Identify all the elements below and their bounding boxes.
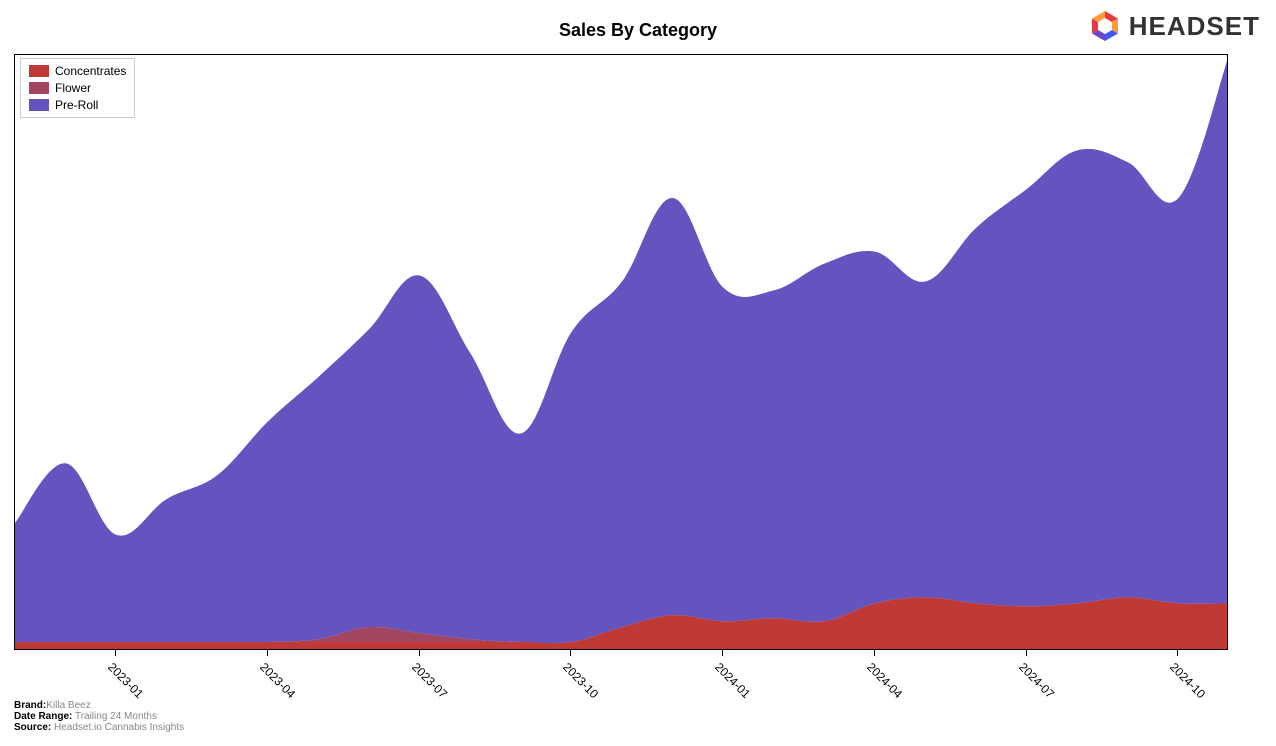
x-tick-label: 2023-04 xyxy=(257,660,298,701)
x-tick-mark xyxy=(1026,650,1027,656)
area-chart-svg xyxy=(15,55,1228,650)
meta-line: Source: Headset.io Cannabis Insights xyxy=(14,722,184,733)
legend-swatch xyxy=(29,65,49,77)
x-tick-mark xyxy=(1177,650,1178,656)
legend: ConcentratesFlowerPre-Roll xyxy=(20,58,135,118)
meta-line: Brand:Killa Beez xyxy=(14,700,184,711)
meta-line: Date Range: Trailing 24 Months xyxy=(14,711,184,722)
legend-item: Flower xyxy=(29,80,126,97)
x-tick-mark xyxy=(419,650,420,656)
x-tick-mark xyxy=(722,650,723,656)
x-tick-label: 2023-01 xyxy=(105,660,146,701)
area-series xyxy=(15,55,1228,643)
x-tick-mark xyxy=(115,650,116,656)
meta-label: Date Range: xyxy=(14,711,72,722)
chart-container: Sales By Category HEADSET ConcentratesFl… xyxy=(0,0,1276,746)
x-tick-label: 2023-07 xyxy=(409,660,450,701)
legend-label: Pre-Roll xyxy=(55,97,98,114)
legend-swatch xyxy=(29,82,49,94)
chart-title: Sales By Category xyxy=(0,20,1276,41)
brand-logo-text: HEADSET xyxy=(1129,11,1260,42)
meta-value: Killa Beez xyxy=(46,700,90,711)
metadata: Brand:Killa BeezDate Range: Trailing 24 … xyxy=(14,700,184,733)
x-tick-mark xyxy=(267,650,268,656)
meta-value: Trailing 24 Months xyxy=(72,711,157,722)
x-tick-mark xyxy=(570,650,571,656)
legend-label: Flower xyxy=(55,80,91,97)
x-tick-mark xyxy=(874,650,875,656)
x-tick-label: 2023-10 xyxy=(561,660,602,701)
headset-logo-icon xyxy=(1087,8,1123,44)
meta-value: Headset.io Cannabis Insights xyxy=(51,722,184,733)
x-tick-label: 2024-07 xyxy=(1016,660,1057,701)
legend-item: Concentrates xyxy=(29,63,126,80)
x-tick-label: 2024-01 xyxy=(712,660,753,701)
plot-area xyxy=(14,54,1228,650)
meta-label: Brand: xyxy=(14,700,46,711)
legend-swatch xyxy=(29,99,49,111)
x-tick-label: 2024-04 xyxy=(864,660,905,701)
meta-label: Source: xyxy=(14,722,51,733)
x-tick-label: 2024-10 xyxy=(1168,660,1209,701)
legend-label: Concentrates xyxy=(55,63,126,80)
brand-logo: HEADSET xyxy=(1087,8,1260,44)
legend-item: Pre-Roll xyxy=(29,97,126,114)
